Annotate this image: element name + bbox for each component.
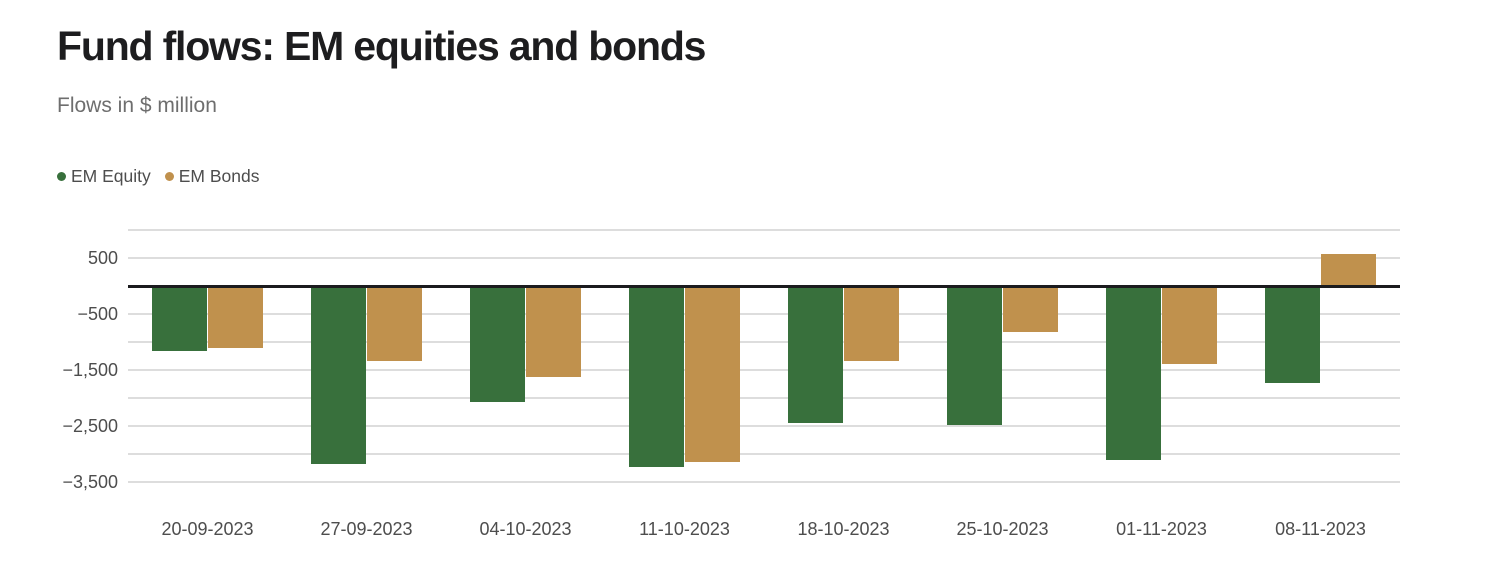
bar-em-equity-18-10-2023 [788, 286, 843, 423]
chart-subtitle: Flows in $ million [57, 94, 217, 117]
bar-em-bonds-18-10-2023 [844, 286, 899, 362]
bar-em-bonds-01-11-2023 [1162, 286, 1217, 365]
gridline [128, 453, 1400, 455]
y-tick-label: −2,500 [62, 416, 118, 436]
x-tick-label: 20-09-2023 [161, 519, 254, 539]
gridline [128, 313, 1400, 315]
chart-legend: EM Equity EM Bonds [57, 166, 259, 187]
bar-em-equity-11-10-2023 [629, 286, 684, 468]
chart-title: Fund flows: EM equities and bonds [57, 23, 706, 69]
bar-em-bonds-08-11-2023 [1321, 253, 1376, 286]
x-tick-label: 01-11-2023 [1116, 519, 1207, 539]
bar-em-equity-08-11-2023 [1265, 286, 1320, 383]
zero-baseline [128, 284, 1400, 288]
gridline [128, 481, 1400, 483]
bar-em-bonds-27-09-2023 [367, 286, 422, 362]
bar-em-equity-20-09-2023 [152, 286, 207, 351]
gridline [128, 369, 1400, 371]
bar-em-equity-27-09-2023 [311, 286, 366, 464]
legend-item-em-equity: EM Equity [57, 166, 151, 187]
legend-label-em-bonds: EM Bonds [178, 166, 260, 186]
bar-em-bonds-25-10-2023 [1003, 286, 1058, 333]
bar-em-bonds-04-10-2023 [526, 286, 581, 378]
bar-em-equity-25-10-2023 [947, 286, 1002, 426]
y-tick-label: 500 [87, 248, 118, 268]
y-axis: 500 −500 −1,500 −2,500 −3,500 [0, 230, 118, 492]
em-equity-swatch-icon [57, 172, 66, 181]
bar-em-equity-01-11-2023 [1106, 286, 1161, 460]
bar-em-bonds-20-09-2023 [208, 286, 263, 349]
gridline [128, 257, 1400, 259]
x-tick-label: 25-10-2023 [956, 519, 1049, 539]
x-tick-label: 08-11-2023 [1275, 519, 1366, 539]
legend-item-em-bonds: EM Bonds [164, 166, 260, 187]
gridline [128, 229, 1400, 231]
y-tick-label: −500 [77, 304, 118, 324]
plot-area [128, 229, 1400, 483]
bar-em-bonds-11-10-2023 [685, 286, 740, 463]
x-axis: 20-09-2023 27-09-2023 04-10-2023 11-10-2023… [128, 518, 1400, 544]
gridline [128, 425, 1400, 427]
bar-em-equity-04-10-2023 [470, 286, 525, 403]
y-tick-label: −1,500 [62, 360, 118, 380]
x-tick-label: 18-10-2023 [797, 519, 890, 539]
x-tick-label: 27-09-2023 [320, 519, 413, 539]
legend-label-em-equity: EM Equity [71, 166, 151, 186]
x-tick-label: 11-10-2023 [639, 519, 730, 539]
gridline [128, 397, 1400, 399]
gridline [128, 341, 1400, 343]
x-tick-label: 04-10-2023 [479, 519, 572, 539]
em-bonds-swatch-icon [164, 172, 174, 181]
y-tick-label: −3,500 [62, 472, 118, 492]
